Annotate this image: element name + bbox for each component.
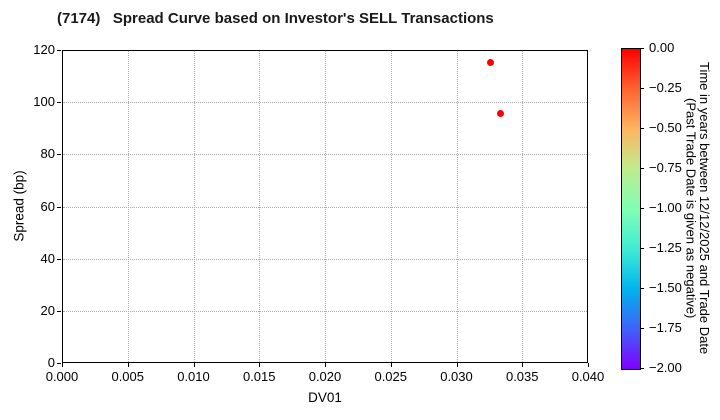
x-tick-label: 0.020 bbox=[308, 369, 342, 384]
colorbar-axis-label: Time in years between 12/12/2025 and Tra… bbox=[683, 40, 713, 376]
colorbar-tick-label: −0.75 bbox=[649, 160, 682, 175]
y-tick-mark bbox=[57, 310, 61, 312]
x-tick-label: 0.025 bbox=[374, 369, 408, 384]
x-tick-mark bbox=[588, 363, 589, 367]
y-tick-label: 100 bbox=[33, 94, 55, 110]
y-gridline bbox=[63, 258, 587, 260]
colorbar-tick-label: −1.25 bbox=[649, 240, 682, 255]
x-tick-mark bbox=[325, 363, 326, 367]
x-tick-mark bbox=[193, 363, 195, 367]
chart-title: (7174) Spread Curve based on Investor's … bbox=[57, 10, 494, 27]
x-tick-label: 0.040 bbox=[571, 369, 605, 384]
colorbar-tick-label: −2.00 bbox=[649, 360, 682, 375]
colorbar-tick-mark bbox=[640, 208, 644, 209]
y-tick-mark bbox=[57, 363, 61, 364]
y-tick-label: 20 bbox=[40, 302, 55, 318]
y-tick-mark bbox=[57, 154, 61, 156]
colorbar-tick-label: −1.75 bbox=[649, 320, 682, 335]
colorbar-tick-mark bbox=[640, 48, 644, 49]
x-tick-mark bbox=[390, 363, 392, 367]
y-gridline bbox=[63, 102, 587, 104]
y-tick-label: 40 bbox=[40, 250, 55, 266]
y-tick-mark bbox=[57, 206, 61, 208]
x-tick-label: 0.010 bbox=[177, 369, 210, 384]
colorbar-label-line2: (Past Trade Date is given as negative) bbox=[683, 97, 699, 319]
colorbar-tick-mark bbox=[640, 88, 644, 89]
colorbar-tick-mark bbox=[640, 168, 644, 169]
colorbar-tick-mark bbox=[640, 328, 644, 329]
colorbar-tick-label: −1.00 bbox=[649, 200, 682, 215]
x-tick-label: 0.035 bbox=[505, 369, 539, 384]
colorbar-tick-label: 0.00 bbox=[649, 40, 675, 55]
y-gridline bbox=[63, 154, 587, 156]
plot-area bbox=[62, 50, 588, 363]
x-tick-label: 0.000 bbox=[45, 369, 79, 384]
data-point bbox=[486, 59, 494, 67]
colorbar-tick-label: −0.25 bbox=[649, 80, 682, 95]
colorbar-tick-mark bbox=[640, 128, 644, 129]
colorbar-tick-label: −0.50 bbox=[649, 120, 682, 135]
x-tick-mark bbox=[522, 363, 524, 367]
x-tick-label: 0.015 bbox=[242, 369, 276, 384]
x-tick-label: 0.005 bbox=[111, 369, 145, 384]
y-gridline bbox=[63, 206, 587, 208]
x-tick-mark bbox=[456, 363, 458, 367]
colorbar-label-line1: Time in years between 12/12/2025 and Tra… bbox=[697, 61, 712, 355]
y-tick-label: 80 bbox=[40, 146, 55, 162]
y-gridline bbox=[63, 310, 587, 312]
y-tick-mark bbox=[57, 102, 61, 104]
y-tick-label: 60 bbox=[40, 198, 55, 214]
colorbar-tick-mark bbox=[640, 288, 644, 289]
y-tick-label: 0 bbox=[47, 355, 55, 370]
y-tick-mark bbox=[57, 258, 61, 260]
y-tick-label: 120 bbox=[33, 42, 55, 57]
x-axis-label: DV01 bbox=[308, 390, 342, 405]
colorbar-tick-label: −1.50 bbox=[649, 280, 682, 295]
y-tick-mark bbox=[57, 50, 61, 51]
colorbar-tick-mark bbox=[640, 368, 644, 369]
x-tick-label: 0.030 bbox=[440, 369, 473, 384]
x-tick-mark bbox=[259, 363, 261, 367]
colorbar bbox=[621, 48, 641, 370]
x-tick-mark bbox=[127, 363, 129, 367]
x-tick-mark bbox=[62, 363, 63, 367]
colorbar-tick-mark bbox=[640, 248, 644, 249]
data-point bbox=[497, 110, 505, 118]
